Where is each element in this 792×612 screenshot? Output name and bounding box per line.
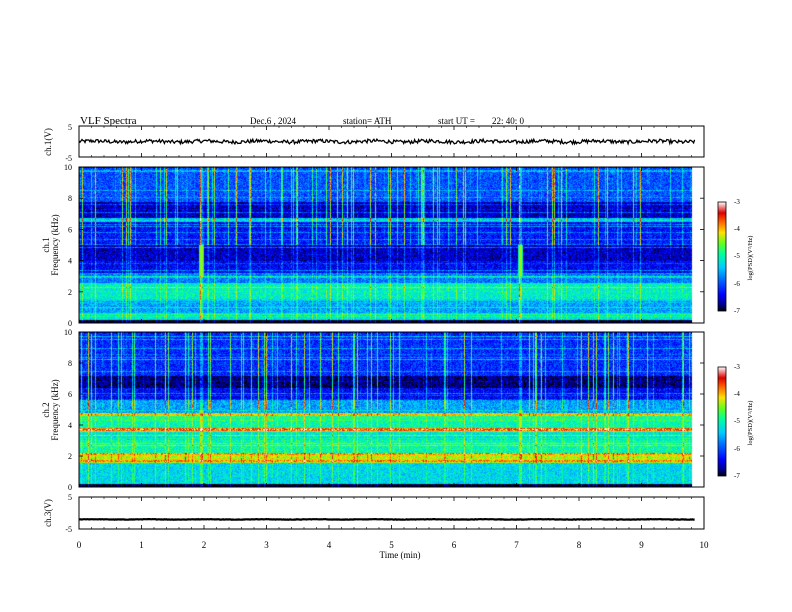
y-tick-label: 4 [68, 257, 72, 266]
ch1-colorbar-gradient [717, 201, 727, 312]
time-axis-label: Time (min) [380, 550, 421, 560]
ch3-ylabel: ch.3(V) [43, 499, 53, 527]
cb1-tick-m3: -3 [734, 198, 740, 206]
y-tick-label: 4 [68, 421, 72, 430]
ch1-spectrogram-ylabel: Frequency (kHz) [50, 214, 60, 275]
ch3-waveform-frame [78, 496, 705, 530]
ch3-waveform-panel: 5 -5 ch.3(V) [43, 493, 705, 534]
ch3-ytick-top: 5 [68, 493, 72, 502]
ch1-ytick-bottom: -5 [65, 154, 72, 163]
ch3-ytick-bottom: -5 [65, 525, 72, 534]
ch1-spectrogram-image [79, 167, 704, 323]
start-ut-value: 22: 40: 0 [492, 116, 525, 126]
ch2-spectrogram-image [79, 332, 704, 487]
ch1-spectrogram-channel: ch.1 [41, 237, 51, 252]
x-tick-label: 6 [452, 540, 457, 550]
start-ut-label: start UT = [438, 116, 475, 126]
y-tick-label: 2 [68, 288, 72, 297]
ch1-colorbar: -3 -4 -5 -6 -7 log(PSD)(V²/Hz) [717, 198, 754, 315]
ch1-waveform-panel: 5 -5 ch.1(V) [43, 123, 705, 163]
cb1-tick-m6: -6 [734, 280, 740, 288]
ch2-spectrogram-channel: ch.2 [41, 402, 51, 417]
cb1-tick-m4: -4 [734, 225, 740, 233]
ch2-spectrogram-yticks: 0 2 4 6 8 10 [64, 328, 704, 492]
figure-title: VLF Spectra [80, 115, 137, 127]
x-tick-label: 2 [202, 540, 207, 550]
cb2-tick-m3: -3 [734, 363, 740, 371]
ch1-ylabel: ch.1(V) [43, 128, 53, 156]
y-tick-label: 10 [64, 163, 72, 172]
ch2-spectrogram-ylabel: Frequency (kHz) [50, 379, 60, 440]
ch1-spectrogram-panel: 0 2 4 6 8 10 ch.1 Frequency (kHz) [41, 163, 705, 328]
x-tick-label: 8 [577, 540, 582, 550]
cb2-label: log(PSD)(V²/Hz) [747, 401, 754, 446]
ch1-waveform-trace [78, 137, 696, 146]
ch2-spectrogram-panel: 0 2 4 6 8 10 ch.2 Frequency (kHz) [41, 328, 705, 492]
cb1-tick-m5: -5 [734, 252, 740, 260]
y-tick-label: 6 [68, 225, 72, 234]
y-tick-label: 2 [68, 452, 72, 461]
cb1-tick-m7: -7 [734, 307, 740, 315]
x-tick-label: 3 [264, 540, 269, 550]
cb1-label: log(PSD)(V²/Hz) [747, 236, 754, 281]
ch3-waveform-trace [78, 517, 695, 521]
x-tick-label: 7 [514, 540, 519, 550]
cb2-tick-m5: -5 [734, 417, 740, 425]
ch2-colorbar: -3 -4 -5 -6 -7 log(PSD)(V²/Hz) [717, 363, 754, 480]
x-tick-label: 10 [700, 540, 710, 550]
y-tick-label: 0 [68, 319, 72, 328]
ch1-ytick-top: 5 [68, 123, 72, 132]
y-tick-label: 8 [68, 359, 72, 368]
y-tick-label: 0 [68, 483, 72, 492]
cb2-tick-m4: -4 [734, 390, 740, 398]
x-tick-label: 1 [139, 540, 144, 550]
cb2-tick-m7: -7 [734, 472, 740, 480]
ch1-spectrogram-yticks: 0 2 4 6 8 10 [64, 163, 704, 328]
x-tick-label: 5 [389, 540, 394, 550]
ch2-colorbar-gradient [717, 366, 727, 477]
x-tick-label: 9 [639, 540, 644, 550]
date-label: Dec.6 , 2024 [250, 116, 296, 126]
time-axis: 0 1 2 3 4 5 6 7 8 9 10 [77, 126, 709, 550]
y-tick-label: 10 [64, 328, 72, 337]
y-tick-label: 8 [68, 194, 72, 203]
x-tick-label: 0 [77, 540, 82, 550]
cb2-tick-m6: -6 [734, 445, 740, 453]
station-label: station= ATH [343, 116, 392, 126]
y-tick-label: 6 [68, 390, 72, 399]
x-tick-label: 4 [327, 540, 332, 550]
